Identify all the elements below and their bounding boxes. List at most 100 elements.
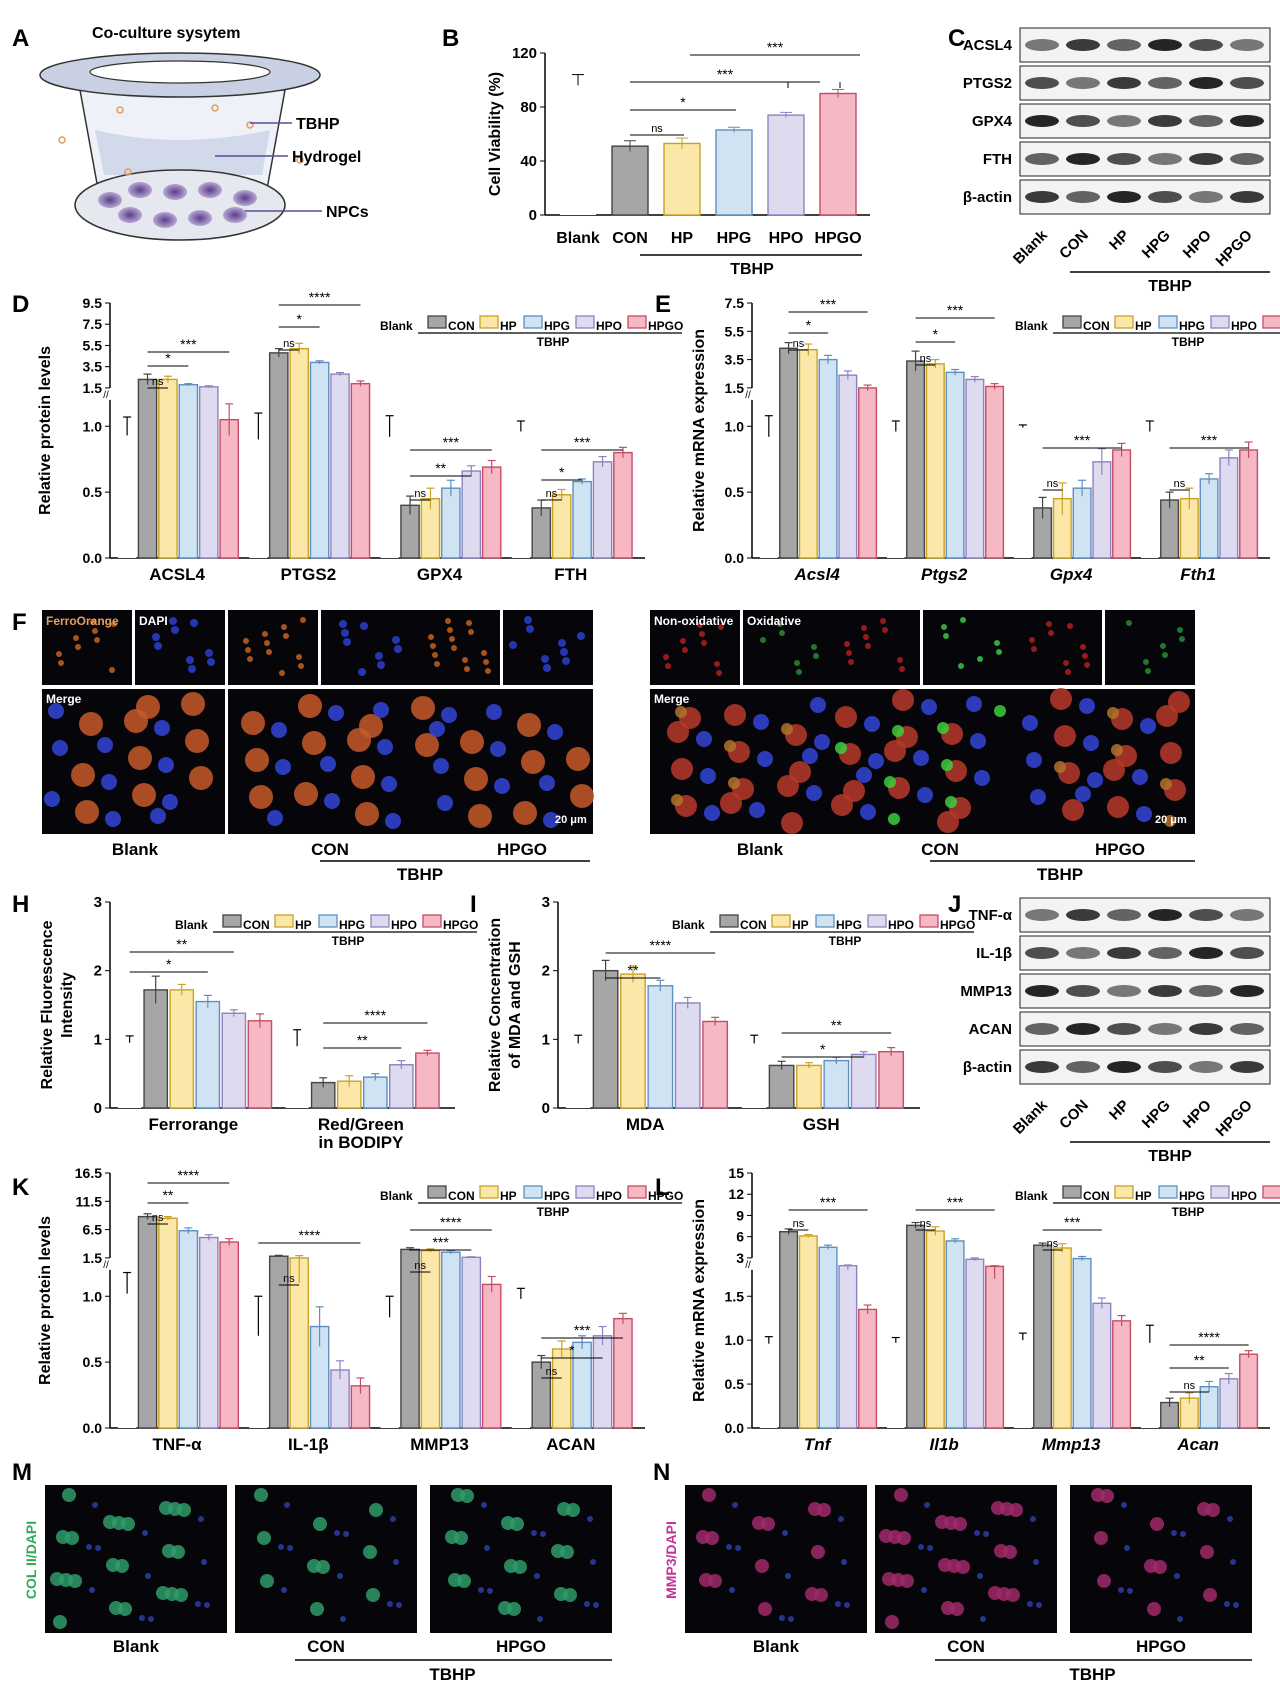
cell-dot — [1087, 772, 1103, 788]
cell-dot — [296, 654, 302, 660]
F-labels: FerroOrange DAPI Merge 20 μm Blank CON HPGO TBH… — [46, 614, 590, 884]
significance-label: *** — [947, 302, 964, 318]
micrograph-bg — [923, 610, 1013, 685]
y-tick-label: 3 — [542, 894, 550, 911]
cell-dot — [718, 624, 724, 630]
legend-label-HPO: HPO — [596, 319, 622, 333]
legend-swatch-Blank — [360, 1186, 378, 1198]
cell-dot — [879, 1529, 893, 1543]
cell-dot — [86, 1544, 92, 1550]
cell-dot — [142, 1530, 148, 1536]
blot-strip — [1019, 65, 1271, 101]
cell-dot — [1054, 725, 1076, 747]
x-tick-label-Blank: Blank — [556, 230, 600, 247]
y-tick-label: 1.0 — [725, 1332, 745, 1348]
blot-band — [1107, 947, 1141, 959]
bar-Fth1-HPO — [1219, 457, 1239, 559]
bar-PTGS2-Blank — [249, 426, 268, 558]
cell-dot — [485, 668, 491, 674]
blot-band — [1230, 77, 1264, 89]
x-tick-label-Il1b: Il1b — [930, 1435, 959, 1454]
bar-Il1b-Blank — [887, 1340, 905, 1428]
cell-dot — [814, 734, 830, 750]
cell-dot — [247, 656, 253, 662]
cell-dot — [1080, 644, 1086, 650]
F-dapi-2 — [503, 610, 593, 685]
F-label-merge: Merge — [46, 692, 82, 706]
bar-Ferrorange-CON — [143, 989, 169, 1109]
cell-dot — [991, 1501, 1005, 1515]
cell-dot — [1156, 705, 1178, 727]
F-ferroorange-0 — [42, 610, 132, 685]
M-group-CON: CON — [307, 1637, 345, 1656]
cell-dot — [671, 758, 693, 780]
bar-PTGS2-HPO — [330, 373, 350, 559]
cell-dot — [974, 770, 990, 786]
cell-dot — [1224, 1601, 1230, 1607]
cell-dot — [974, 1530, 980, 1536]
legend-swatch-CON — [719, 914, 739, 928]
panel-letter-K: K — [12, 1174, 30, 1201]
cell-dot — [894, 1488, 908, 1502]
cell-dot — [983, 1531, 989, 1537]
cell-dot — [162, 794, 178, 810]
cell-dot — [892, 689, 914, 711]
y-tick-label: 3 — [94, 894, 102, 911]
legend-swatch-HPGO — [919, 914, 939, 928]
bar-Mmp13-Blank — [1014, 1336, 1032, 1428]
significance-label: ns — [414, 1260, 426, 1272]
cell-dot — [699, 1573, 713, 1587]
chart-I: 0 1 2 3 Relative Concentration of MDA and GSH… — [487, 894, 920, 1134]
cell-dot — [111, 621, 117, 627]
cell-dot — [835, 742, 847, 754]
bar-Il1b-HP — [925, 1230, 945, 1429]
cell-dot — [779, 1615, 785, 1621]
bar-Ferrorange-HP — [169, 989, 195, 1109]
bar-Acan-HPG — [1199, 1386, 1219, 1429]
bar-GSH-HPGO — [878, 1050, 905, 1109]
significance-label: ns — [1174, 478, 1186, 490]
cell-dot — [700, 768, 716, 784]
bar-Tnf-HPG — [818, 1246, 838, 1429]
significance-label: **** — [299, 1227, 321, 1243]
cell-dot — [487, 1588, 493, 1594]
micrograph-bg — [135, 610, 225, 685]
significance-label: **** — [364, 1007, 386, 1023]
cell-dot — [1030, 789, 1046, 805]
cell-dot — [132, 783, 156, 807]
blot-strip — [1019, 27, 1271, 63]
significance-label: *** — [767, 39, 784, 55]
cell-dot — [941, 1601, 955, 1615]
cell-dot — [732, 1502, 738, 1508]
F-dapi-0 — [135, 610, 225, 685]
bar-Tnf-CON — [779, 1231, 799, 1429]
bar-MMP13-HPG — [441, 1251, 461, 1429]
bar-Acsl4-CON — [779, 347, 799, 559]
significance-label: ** — [435, 460, 446, 476]
bar-HPG — [715, 129, 753, 216]
bar-Acsl4-HP — [798, 348, 818, 559]
cell-dot — [540, 1531, 546, 1537]
bar-HPO — [767, 114, 805, 216]
blot-band — [1107, 1023, 1141, 1035]
legend-label-HP: HP — [1135, 1189, 1152, 1203]
G-ox-0 — [743, 610, 833, 685]
bar-GSH-HP — [796, 1064, 822, 1109]
cell-dot — [262, 631, 268, 637]
cell-dot — [593, 1602, 599, 1608]
cell-dot — [415, 733, 439, 757]
cell-dot — [1029, 637, 1035, 643]
cell-dot — [1067, 623, 1073, 629]
significance-label: ns — [1047, 1238, 1059, 1250]
cell-dot — [844, 641, 850, 647]
bar-Ptgs2-CON — [906, 360, 926, 559]
legend-swatch-HPG — [523, 315, 543, 329]
cell-dot — [441, 707, 457, 723]
micrograph-bg — [503, 610, 593, 685]
G-label-oxidative: Oxidative — [747, 614, 801, 628]
G-merge-2 — [1012, 688, 1195, 834]
cell-dot — [154, 642, 162, 650]
blot-band — [1066, 153, 1100, 165]
x-tick-label-HPG: HPG — [717, 230, 752, 247]
significance-label: ns — [920, 1218, 932, 1230]
